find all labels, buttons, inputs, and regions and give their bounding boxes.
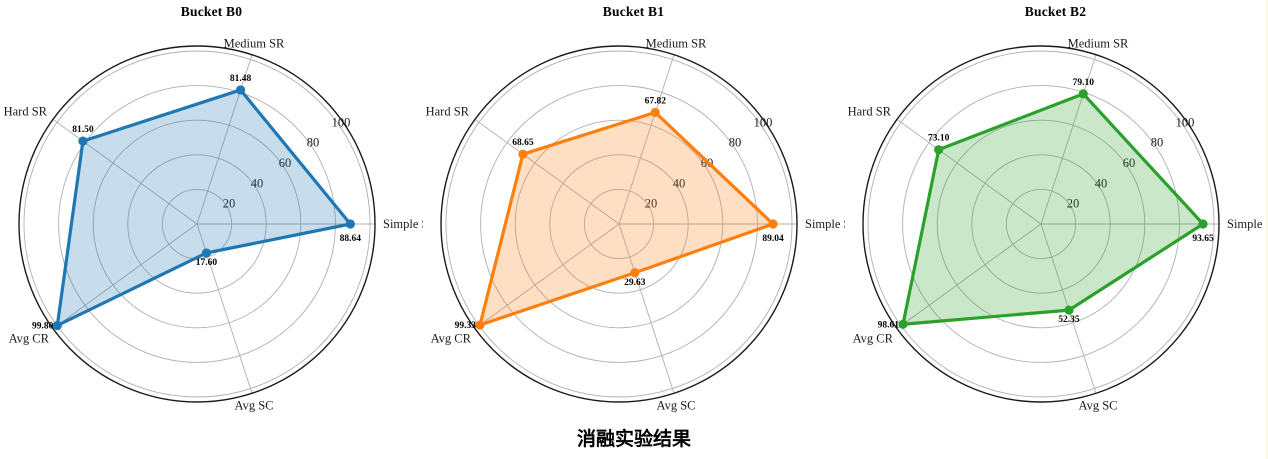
axis-spoke-avg-cr [896, 223, 1042, 329]
panel-title-bucket-b2: Bucket B2 [1024, 4, 1087, 19]
value-label-hard-sr: 68.65 [512, 138, 534, 148]
data-point-avg-sc [1064, 305, 1074, 315]
value-label-avg-sc: 52.35 [1058, 315, 1080, 325]
data-point-avg-cr [898, 319, 908, 329]
axis-spoke-hard-sr [896, 119, 1042, 225]
radial-tick-label-80: 80 [307, 136, 320, 150]
series-outline-bucket-b1 [478, 110, 775, 327]
data-point-hard-sr [934, 145, 944, 155]
data-point-hard-sr [78, 136, 88, 146]
series-fill-bucket-b2 [902, 93, 1204, 325]
radar-chart-bucket-b2: 20 40 60 80 100 Simple SR Medium SR Hard SR Avg … [848, 37, 1267, 413]
value-label-avg-cr: 99.33 [455, 321, 477, 331]
data-point-medium-sr [650, 107, 660, 118]
axis-spoke-avg-cr [52, 223, 198, 329]
radar-panel-bucket-b2: Bucket B2 20 40 60 80 100 Simple SR Medium SR H… [844, 0, 1267, 430]
radial-tick-label-20: 20 [223, 197, 236, 211]
value-label-simple-sr: 93.65 [1192, 234, 1214, 244]
radar-panel-bucket-b0: Bucket B0 20 40 60 80 100 Simple SR Medium SR H… [0, 0, 423, 430]
axis-label-avg-sc: Avg SC [656, 398, 695, 412]
data-point-avg-cr [475, 320, 485, 330]
axis-label-avg-cr: Avg CR [9, 332, 50, 346]
axis-spoke-avg-cr [474, 223, 620, 329]
axis-label-medium-sr: Medium SR [1068, 37, 1129, 51]
axis-spoke-medium-sr [618, 54, 675, 225]
axis-label-medium-sr: Medium SR [646, 37, 707, 51]
axis-spoke-medium-sr [196, 54, 253, 225]
axis-label-avg-sc: Avg SC [234, 398, 273, 412]
right-edge-band [1265, 0, 1268, 459]
axis-label-avg-sc: Avg SC [1078, 398, 1117, 412]
axis-label-simple-sr: Simple SR [383, 217, 423, 231]
axis-label-avg-cr: Avg CR [431, 332, 472, 346]
data-point-avg-cr [52, 320, 62, 331]
data-point-avg-sc [201, 248, 212, 258]
value-label-medium-sr: 67.82 [645, 96, 667, 106]
value-label-simple-sr: 89.04 [762, 234, 784, 244]
outer-spine [18, 45, 376, 403]
radial-tick-label-40: 40 [1095, 176, 1108, 190]
value-label-avg-sc: 29.63 [624, 278, 646, 288]
axis-label-simple-sr: Simple SR [1227, 217, 1267, 231]
radial-tick-label-60: 60 [279, 156, 292, 170]
radial-tick-label-40: 40 [251, 176, 264, 190]
axis-spoke-hard-sr [474, 119, 620, 225]
value-label-avg-cr: 98.61 [878, 320, 900, 330]
value-label-medium-sr: 81.48 [230, 74, 252, 84]
data-point-hard-sr [518, 149, 528, 159]
axis-spoke-avg-sc [618, 223, 675, 394]
radial-tick-label-20: 20 [645, 197, 658, 211]
data-point-simple-sr [345, 219, 355, 229]
panel-title-bucket-b0: Bucket B0 [180, 4, 243, 19]
value-label-hard-sr: 81.50 [72, 125, 94, 135]
series-fill-bucket-b1 [479, 112, 774, 326]
outer-spine [440, 45, 798, 403]
radial-tick-label-20: 20 [1067, 197, 1080, 211]
value-label-medium-sr: 79.10 [1073, 78, 1095, 88]
series-fill-bucket-b0 [57, 89, 351, 326]
axis-label-hard-sr: Hard SR [848, 104, 892, 118]
radial-tick-label-100: 100 [1176, 115, 1195, 129]
series-outline-bucket-b0 [55, 88, 352, 328]
data-point-simple-sr [1198, 219, 1208, 229]
radial-tick-label-100: 100 [332, 115, 351, 129]
axis-label-simple-sr: Simple SR [805, 217, 845, 231]
data-point-medium-sr [1078, 89, 1088, 99]
data-point-simple-sr [768, 219, 778, 229]
value-label-avg-cr: 99.80 [32, 321, 54, 331]
value-label-simple-sr: 88.64 [340, 234, 362, 244]
radial-tick-label-80: 80 [729, 136, 742, 150]
axis-label-hard-sr: Hard SR [4, 104, 48, 118]
series-outline-bucket-b2 [901, 92, 1205, 326]
data-point-medium-sr [235, 85, 246, 95]
outer-spine [862, 45, 1220, 403]
axis-spoke-medium-sr [1040, 54, 1097, 225]
axis-spoke-hard-sr [52, 119, 198, 225]
axis-label-medium-sr: Medium SR [224, 37, 285, 51]
radial-tick-label-40: 40 [673, 176, 686, 190]
value-label-hard-sr: 73.10 [928, 134, 950, 144]
panel-title-bucket-b1: Bucket B1 [602, 4, 665, 19]
radial-tick-label-80: 80 [1151, 136, 1164, 150]
value-label-avg-sc: 17.60 [196, 258, 218, 268]
axis-label-hard-sr: Hard SR [426, 104, 470, 118]
axis-label-avg-cr: Avg CR [853, 332, 894, 346]
radial-tick-label-60: 60 [1123, 156, 1136, 170]
radar-chart-bucket-b0: 20 40 60 80 100 Simple SR Medium SR Hard SR Avg … [4, 37, 423, 413]
figure-suptitle: 消融实验结果 [576, 428, 691, 450]
data-point-avg-sc [630, 268, 640, 278]
radial-tick-label-100: 100 [754, 115, 773, 129]
